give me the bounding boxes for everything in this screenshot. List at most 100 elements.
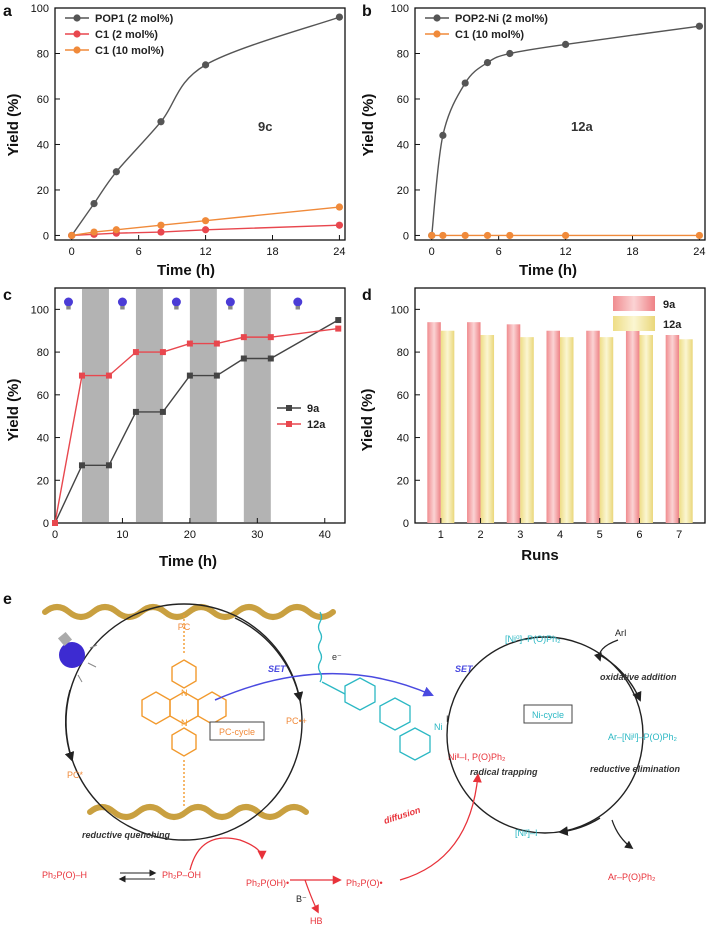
pc-n-bottom: N — [181, 718, 188, 728]
polymer-backbone-top — [42, 604, 336, 620]
panel-c-data-point — [78, 372, 85, 379]
ni-cycle-box — [523, 704, 573, 724]
panel-c-letter: c — [3, 287, 12, 304]
panel-b-data-point — [439, 231, 447, 240]
panel-b-data-point — [428, 231, 436, 240]
reductive-quenching-label: reductive quenching — [82, 830, 171, 840]
panel-c-data-point — [267, 355, 274, 362]
light-bulb-glass — [225, 297, 235, 307]
panel-d-ytick-label: 0 — [403, 518, 409, 530]
panel-e-letter: e — [3, 591, 12, 608]
panel-a-data-point — [68, 231, 76, 240]
panel-b-legend-label: POP2-Ni (2 mol%) — [455, 13, 548, 25]
panel-b-data-point — [483, 231, 492, 240]
base-label: B⁻ — [296, 894, 307, 904]
light-bulb-icon — [225, 297, 235, 310]
panel-d-xtick-label: 4 — [557, 529, 563, 541]
light-bulb-icon — [171, 297, 181, 310]
panel-a-legend-label: C1 (10 mol%) — [95, 45, 164, 57]
panel-c-legend-marker — [286, 405, 292, 411]
panel-c-ytick-label: 80 — [37, 347, 49, 359]
panel-b-data-point — [695, 22, 704, 30]
panel-d-xtick-label: 2 — [477, 529, 483, 541]
panel-a-data-point — [335, 13, 344, 21]
panel-b-xlabel: Time (h) — [519, 262, 577, 279]
panel-c-data-point — [78, 462, 85, 469]
light-bulb-base — [66, 306, 71, 310]
aryl-iodide-label: ArI — [615, 628, 627, 638]
panel-b-data-point — [461, 231, 469, 240]
electron-label: e⁻ — [332, 652, 342, 662]
light-bulb-icon — [293, 297, 303, 310]
panel-d-legend-label: 12a — [663, 319, 682, 331]
electron-transfer-arrow — [214, 673, 434, 701]
panel-c-dark-interval — [189, 289, 217, 522]
panel-a-xlabel: Time (h) — [157, 262, 215, 279]
panel-d-bar — [665, 335, 680, 523]
panel-b-data-point — [561, 231, 570, 240]
panel-c-data-point — [105, 372, 112, 379]
panel-d-ytick-label: 80 — [397, 347, 409, 359]
panel-d-xlabel: Runs — [521, 547, 559, 564]
panel-c-data-point — [132, 349, 139, 356]
panel-c-xtick-label: 0 — [52, 529, 58, 541]
light-bulb-glass — [117, 297, 127, 307]
panel-a-chart: a 9c Time (h) Yield (%) 0 20 40 60 80 100 0 6 12… — [3, 3, 346, 279]
polymer-backbone-bottom — [87, 804, 309, 820]
panel-d-bar — [427, 322, 441, 523]
panel-b-xtick-label: 18 — [626, 246, 638, 258]
panel-c-ytick-label: 20 — [37, 475, 49, 487]
panel-c-xtick-label: 10 — [116, 529, 128, 541]
panel-d-chart: d Runs Yield (%) 0 20 40 60 80 100 1 2 3 4 5 6 7 9a 12… — [359, 287, 706, 564]
panel-b-ytick-label: 80 — [397, 48, 409, 60]
panel-d-ytick-label: 100 — [391, 304, 409, 316]
radical-trapping-label: radical trapping — [470, 767, 538, 777]
panel-c-data-point — [335, 325, 342, 332]
panel-c-xtick-label: 40 — [319, 529, 331, 541]
panel-a-data-point — [157, 228, 165, 236]
panel-a-legend-label: C1 (2 mol%) — [95, 29, 158, 41]
panel-b-data-point — [561, 40, 570, 48]
panel-c-data-point — [159, 408, 166, 415]
panel-a-legend-marker — [73, 30, 81, 38]
panel-c-data-point — [105, 462, 112, 469]
reagent-3-label: Ph₂P(OH)• — [246, 878, 289, 888]
panel-b-letter: b — [362, 3, 372, 20]
panel-d-letter: d — [362, 287, 372, 304]
panel-a-ytick-label: 0 — [43, 230, 49, 242]
panel-a-ytick-label: 40 — [37, 139, 49, 151]
pc-cycle-arrow-top — [234, 617, 304, 702]
panel-c-data-point — [335, 317, 342, 324]
panel-a-xtick-label: 6 — [136, 246, 142, 258]
panel-b-ytick-label: 20 — [397, 185, 409, 197]
panel-b-data-point — [506, 49, 514, 58]
panel-d-xtick-label: 7 — [676, 529, 682, 541]
panel-c-data-point — [132, 408, 139, 415]
diffusion-label: diffusion — [383, 805, 423, 826]
panel-b-ytick-label: 40 — [397, 139, 409, 151]
panel-d-xtick-label: 5 — [597, 529, 603, 541]
reagent-2-label: Ph₂P–OH — [162, 870, 201, 880]
pc-top-label: PC — [178, 622, 191, 632]
panel-d-xtick-label: 1 — [438, 529, 444, 541]
light-bulb-glass — [63, 297, 73, 307]
panel-c-data-point — [240, 334, 247, 341]
panel-a-ylabel: Yield (%) — [5, 94, 22, 157]
panel-d-ytick-label: 60 — [397, 390, 409, 402]
mechanism-scheme: e N N PC PC* PC•+ SET — [3, 591, 681, 926]
panel-a-data-point — [157, 221, 165, 229]
light-bulb-base — [120, 306, 125, 310]
panel-c-legend-marker — [286, 421, 292, 427]
panel-b-ytick-label: 100 — [391, 3, 409, 15]
light-bulb-base — [295, 306, 300, 310]
panel-d-legend-swatch — [613, 296, 655, 311]
panel-c-data-point — [186, 372, 193, 379]
aryl-iodide-arrow — [593, 639, 619, 662]
panel-a-ytick-label: 80 — [37, 48, 49, 60]
panel-d-bar — [679, 339, 693, 523]
radical-label: Ph₂P(O)• — [346, 878, 383, 888]
panel-d-bar — [560, 337, 574, 523]
light-bulb-icon — [57, 631, 98, 683]
base-arrow — [304, 879, 319, 914]
panel-d-ytick-label: 20 — [397, 475, 409, 487]
